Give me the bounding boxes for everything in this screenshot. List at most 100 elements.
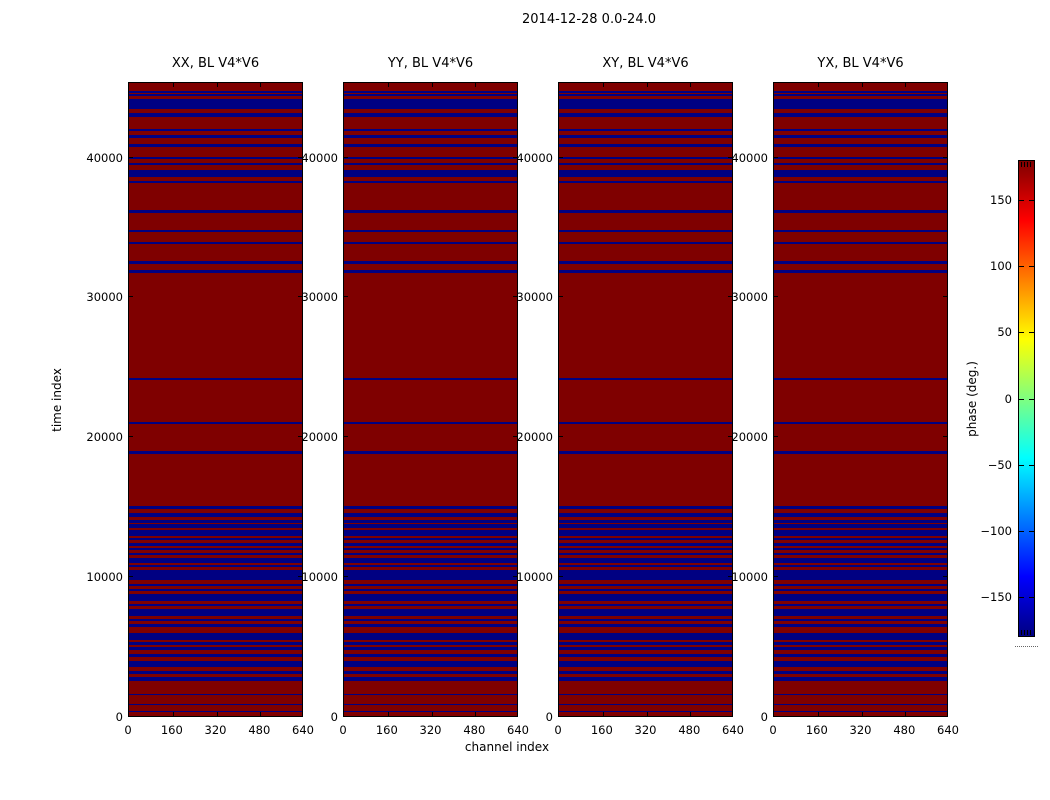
- heatmap-stripe: [129, 261, 302, 265]
- heatmap-stripe: [129, 624, 302, 627]
- colorbar-tick-label: −50: [987, 457, 1012, 472]
- x-tick-label: 160: [805, 723, 828, 737]
- x-tick-label: 0: [124, 723, 132, 737]
- heatmap-stripe: [774, 624, 947, 627]
- heatmap-stripe: [129, 704, 302, 705]
- heatmap-stripe: [559, 671, 732, 675]
- x-tick-mark: [602, 712, 604, 716]
- y-tick-mark: [728, 296, 732, 298]
- heatmap-stripe: [559, 642, 732, 646]
- colorbar-tick-label: 50: [997, 325, 1012, 340]
- colorbar-dotted-edge: [1015, 646, 1038, 647]
- heatmap-stripe: [344, 210, 517, 214]
- colorbar-tick-mark: [1029, 597, 1034, 599]
- heatmap-stripe: [774, 543, 947, 547]
- heatmap-stripe: [774, 169, 947, 177]
- heatmap-stripe: [344, 530, 517, 537]
- heatmap-stripe: [774, 589, 947, 592]
- x-tick-label: 640: [722, 723, 744, 737]
- heatmap-stripe: [559, 506, 732, 510]
- heatmap-stripe: [129, 112, 302, 117]
- heatmap-panel-xy: [558, 82, 733, 717]
- heatmap-stripe: [129, 604, 302, 607]
- heatmap-stripe: [774, 210, 947, 214]
- heatmap-stripe: [774, 558, 947, 564]
- y-tick-label: 30000: [516, 290, 553, 305]
- colorbar-tick-mark: [1029, 266, 1034, 267]
- y-tick-mark: [559, 296, 563, 298]
- colorbar-gradient: [1018, 160, 1035, 637]
- heatmap-stripe: [559, 513, 732, 518]
- y-tick-label: 40000: [301, 150, 338, 165]
- heatmap-stripe: [774, 530, 947, 537]
- heatmap-stripe: [344, 422, 517, 425]
- heatmap-stripe: [129, 538, 302, 541]
- heatmap-stripe: [344, 565, 517, 568]
- heatmap-stripe: [774, 134, 947, 138]
- heatmap-stripe: [559, 230, 732, 233]
- x-tick-label: 0: [769, 723, 777, 737]
- heatmap-stripe: [344, 524, 517, 529]
- colorbar-tick-label: 0: [1004, 391, 1012, 406]
- heatmap-stripe: [344, 98, 517, 109]
- heatmap-stripe: [344, 647, 517, 650]
- x-tick-mark: [260, 83, 262, 87]
- y-tick-mark: [559, 436, 563, 438]
- heatmap-stripe: [344, 584, 517, 587]
- heatmap-stripe: [129, 671, 302, 675]
- colorbar-tick-label: −150: [980, 590, 1012, 605]
- heatmap-stripe: [559, 169, 732, 177]
- colorbar-tick-mark: [1029, 531, 1034, 532]
- y-tick-label: 10000: [731, 570, 768, 585]
- heatmap-stripe: [344, 671, 517, 675]
- heatmap-stripe: [344, 589, 517, 592]
- heatmap-stripe: [129, 647, 302, 650]
- heatmap-stripe: [559, 94, 732, 97]
- y-tick-label: 0: [115, 710, 123, 724]
- heatmap-stripe: [344, 128, 517, 131]
- y-tick-mark: [129, 156, 133, 158]
- y-tick-label: 10000: [86, 570, 123, 585]
- heatmap-stripe: [774, 506, 947, 510]
- y-tick-label: 0: [760, 710, 768, 724]
- heatmap-stripe: [344, 543, 517, 547]
- colorbar-bottom-hatch-marks: [1021, 630, 1032, 635]
- x-axis-label: channel index: [464, 740, 550, 754]
- x-tick-mark: [260, 712, 262, 716]
- y-tick-label: 20000: [301, 430, 338, 445]
- heatmap-stripe: [774, 156, 947, 159]
- heatmap-panel-yx: [773, 82, 948, 717]
- heatmap-stripe: [344, 520, 517, 524]
- heatmap-stripe: [344, 90, 517, 93]
- heatmap-stripe: [774, 98, 947, 109]
- colorbar-tick-label: 150: [990, 192, 1012, 207]
- heatmap-stripe: [344, 241, 517, 245]
- colorbar-tick-mark: [1019, 531, 1024, 532]
- heatmap-stripe: [774, 694, 947, 696]
- heatmap-stripe: [774, 378, 947, 381]
- x-tick-mark: [431, 712, 433, 716]
- y-tick-mark: [344, 576, 348, 578]
- heatmap-stripe: [774, 671, 947, 675]
- heatmap-stripe: [559, 422, 732, 425]
- x-tick-label: 0: [339, 723, 347, 737]
- heatmap-stripe: [559, 548, 732, 551]
- heatmap-stripe: [344, 570, 517, 581]
- y-axis-label: time index: [50, 368, 64, 432]
- heatmap-stripe: [774, 647, 947, 650]
- heatmap-stripe: [344, 180, 517, 183]
- heatmap-stripe: [129, 143, 302, 148]
- y-tick-mark: [344, 436, 348, 438]
- y-tick-mark: [298, 156, 302, 158]
- heatmap-stripe: [774, 230, 947, 233]
- heatmap-stripe: [559, 524, 732, 529]
- heatmap-stripe: [559, 112, 732, 117]
- y-tick-label: 40000: [516, 150, 553, 165]
- colorbar-tick-label: −100: [980, 524, 1012, 538]
- heatmap-stripe: [559, 128, 732, 131]
- heatmap-stripe: [559, 589, 732, 592]
- heatmap-stripe: [129, 230, 302, 233]
- colorbar-tick-mark: [1019, 464, 1024, 466]
- colorbar-tick-mark: [1029, 332, 1034, 334]
- x-tick-mark: [475, 83, 477, 87]
